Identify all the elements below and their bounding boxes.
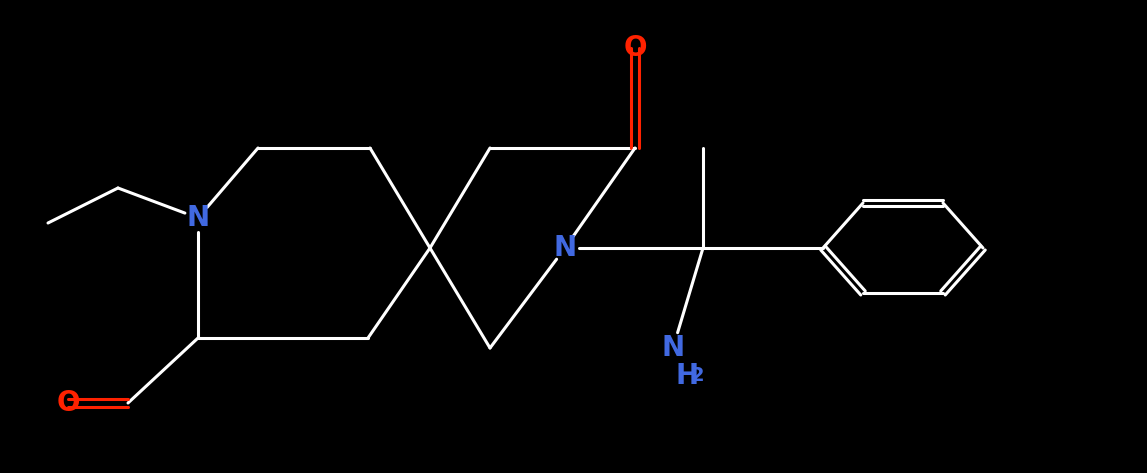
Text: H: H (674, 362, 699, 390)
Text: N: N (554, 234, 577, 262)
Text: O: O (623, 34, 647, 62)
Text: N: N (187, 204, 210, 232)
Text: 2: 2 (690, 366, 704, 385)
Text: N: N (662, 334, 685, 362)
Text: O: O (56, 389, 80, 417)
